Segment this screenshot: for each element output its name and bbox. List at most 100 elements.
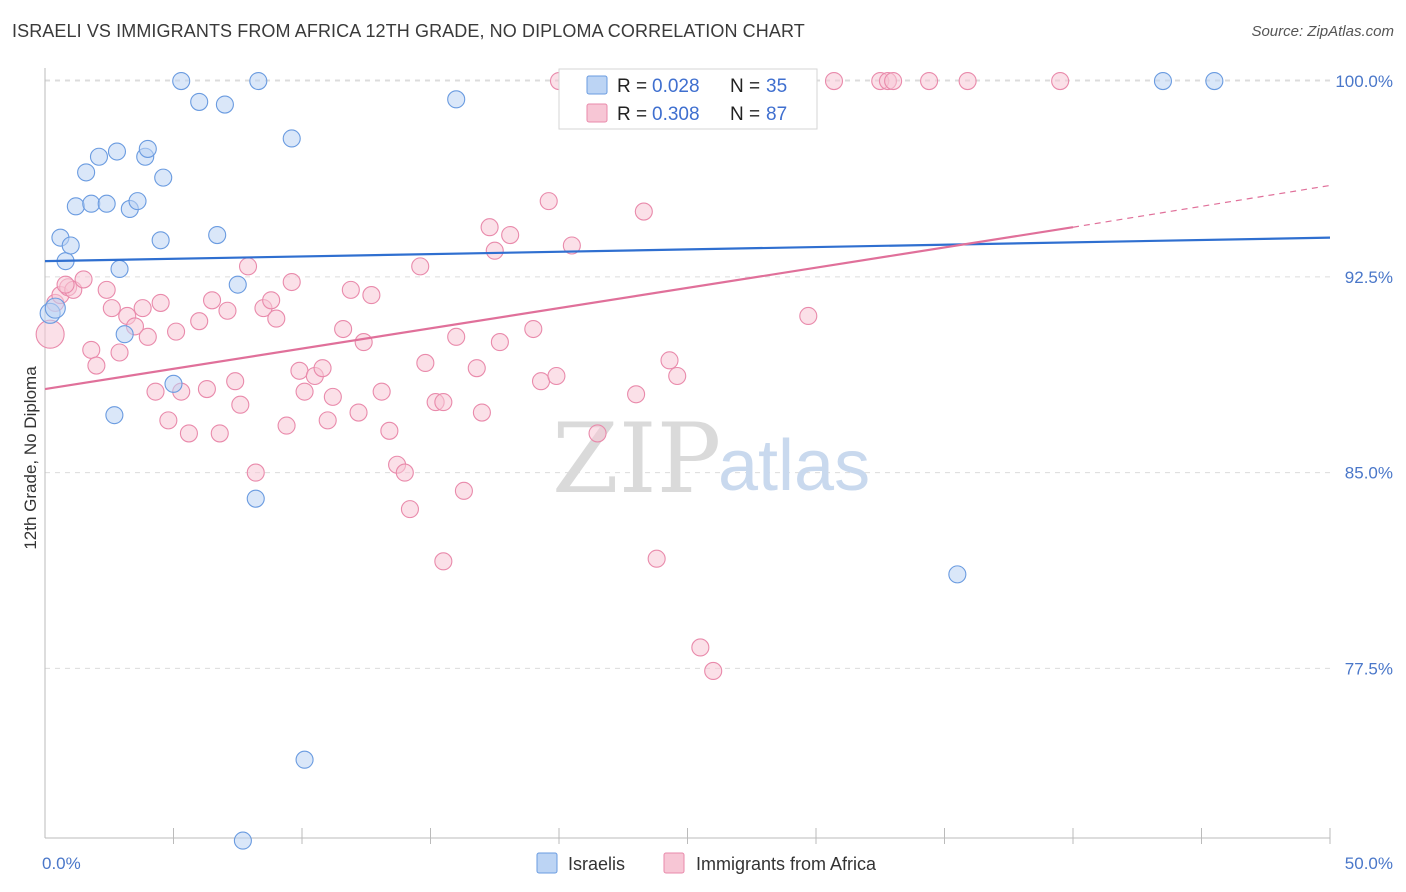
legend-n-label-1: N = <box>730 76 760 97</box>
legend-n-value-1: 35 <box>766 76 787 97</box>
africa-point <box>884 72 903 91</box>
africa-point <box>660 351 679 370</box>
chart-title: ISRAELI VS IMMIGRANTS FROM AFRICA 12TH G… <box>12 21 805 41</box>
africa-trend-line <box>44 226 1074 391</box>
africa-point <box>411 257 430 276</box>
israelis-point <box>77 163 96 182</box>
africa-point <box>362 286 381 305</box>
stats-legend: R = 0.028 N = 35 R = 0.308 N = 87 <box>558 68 818 130</box>
africa-point <box>159 411 178 430</box>
israelis-point <box>115 325 134 344</box>
africa-point <box>341 280 360 299</box>
africa-point <box>35 319 65 349</box>
africa-point <box>323 387 342 406</box>
africa-point <box>313 359 332 378</box>
africa-point <box>547 366 566 386</box>
africa-point <box>958 72 977 91</box>
israelis-point <box>172 72 191 91</box>
israelis-point <box>249 72 268 91</box>
israelis-point <box>164 374 183 393</box>
africa-point <box>210 424 229 443</box>
africa-point <box>416 353 435 372</box>
africa-point <box>349 403 368 422</box>
israelis-point <box>447 90 466 109</box>
africa-point <box>97 280 116 299</box>
africa-point <box>691 638 710 657</box>
israelis-point <box>228 275 247 294</box>
israelis-point <box>282 129 301 148</box>
source-label: Source: ZipAtlas.com <box>1251 23 1394 40</box>
africa-point <box>74 270 93 289</box>
africa-point <box>799 306 818 326</box>
watermark-zip: ZIP <box>552 403 721 515</box>
africa-point <box>82 340 101 359</box>
africa-point <box>395 463 414 482</box>
africa-point <box>295 382 314 401</box>
africa-point <box>246 463 265 482</box>
israelis-point <box>215 95 234 114</box>
israelis-trend-line <box>44 236 1331 263</box>
africa-point <box>179 424 198 443</box>
africa-point <box>226 372 245 391</box>
africa-point <box>262 291 281 310</box>
africa-point <box>434 393 453 412</box>
bottom-legend-israelis: Israelis <box>568 854 625 874</box>
africa-point <box>668 366 687 386</box>
legend-r-label-2: R = <box>617 104 647 125</box>
y-tick-label: 77.5% <box>1345 659 1393 678</box>
africa-point <box>146 382 165 401</box>
africa-point <box>634 202 653 221</box>
africa-point <box>87 356 106 375</box>
africa-point <box>824 72 844 91</box>
israelis-point <box>190 92 209 111</box>
x-tick-label: 0.0% <box>42 854 81 873</box>
africa-point <box>501 226 520 245</box>
israelis-point <box>233 831 252 850</box>
axes: 100.0% 92.5% 85.0% 77.5% 0.0% 50.0% <box>42 68 1393 873</box>
israelis-point <box>295 750 314 769</box>
israelis-point <box>1153 72 1172 91</box>
israelis-point <box>110 259 129 279</box>
y-tick-label: 85.0% <box>1345 464 1393 483</box>
legend-r-value-2: 0.308 <box>652 104 700 125</box>
israelis-point <box>82 194 101 213</box>
africa-point <box>290 361 309 380</box>
x-tick-label: 50.0% <box>1345 854 1393 873</box>
israelis-point <box>61 236 80 255</box>
africa-point <box>588 424 607 443</box>
legend-r-label-1: R = <box>617 76 647 97</box>
israelis-point <box>1205 72 1224 91</box>
africa-point <box>167 322 186 341</box>
africa-point <box>647 549 666 568</box>
israelis-point <box>154 168 173 187</box>
bottom-legend-swatch-africa <box>663 852 685 874</box>
legend-swatch-israelis <box>586 75 608 95</box>
israelis-point <box>66 197 85 216</box>
bottom-legend-africa: Immigrants from Africa <box>696 854 877 874</box>
africa-point <box>334 319 353 339</box>
africa-point <box>539 192 558 211</box>
africa-point <box>627 385 646 404</box>
africa-point <box>562 236 581 255</box>
africa-point <box>524 319 543 339</box>
israelis-point <box>44 297 66 319</box>
data-points <box>35 72 1224 850</box>
africa-point <box>267 309 286 328</box>
israelis-point <box>151 231 170 250</box>
israelis-point <box>948 565 967 584</box>
legend-swatch-africa <box>586 103 608 123</box>
legend-r-value-1: 0.028 <box>652 76 700 97</box>
israelis-point <box>89 147 109 166</box>
africa-point <box>231 395 250 414</box>
legend-n-label-2: N = <box>730 104 760 125</box>
israelis-point <box>208 226 227 245</box>
africa-point <box>400 500 419 519</box>
africa-point <box>133 299 152 318</box>
africa-point <box>151 293 170 312</box>
africa-point <box>480 218 499 237</box>
africa-point <box>102 299 121 318</box>
israelis-point <box>246 489 265 508</box>
africa-point <box>203 291 222 310</box>
africa-point <box>447 327 466 346</box>
